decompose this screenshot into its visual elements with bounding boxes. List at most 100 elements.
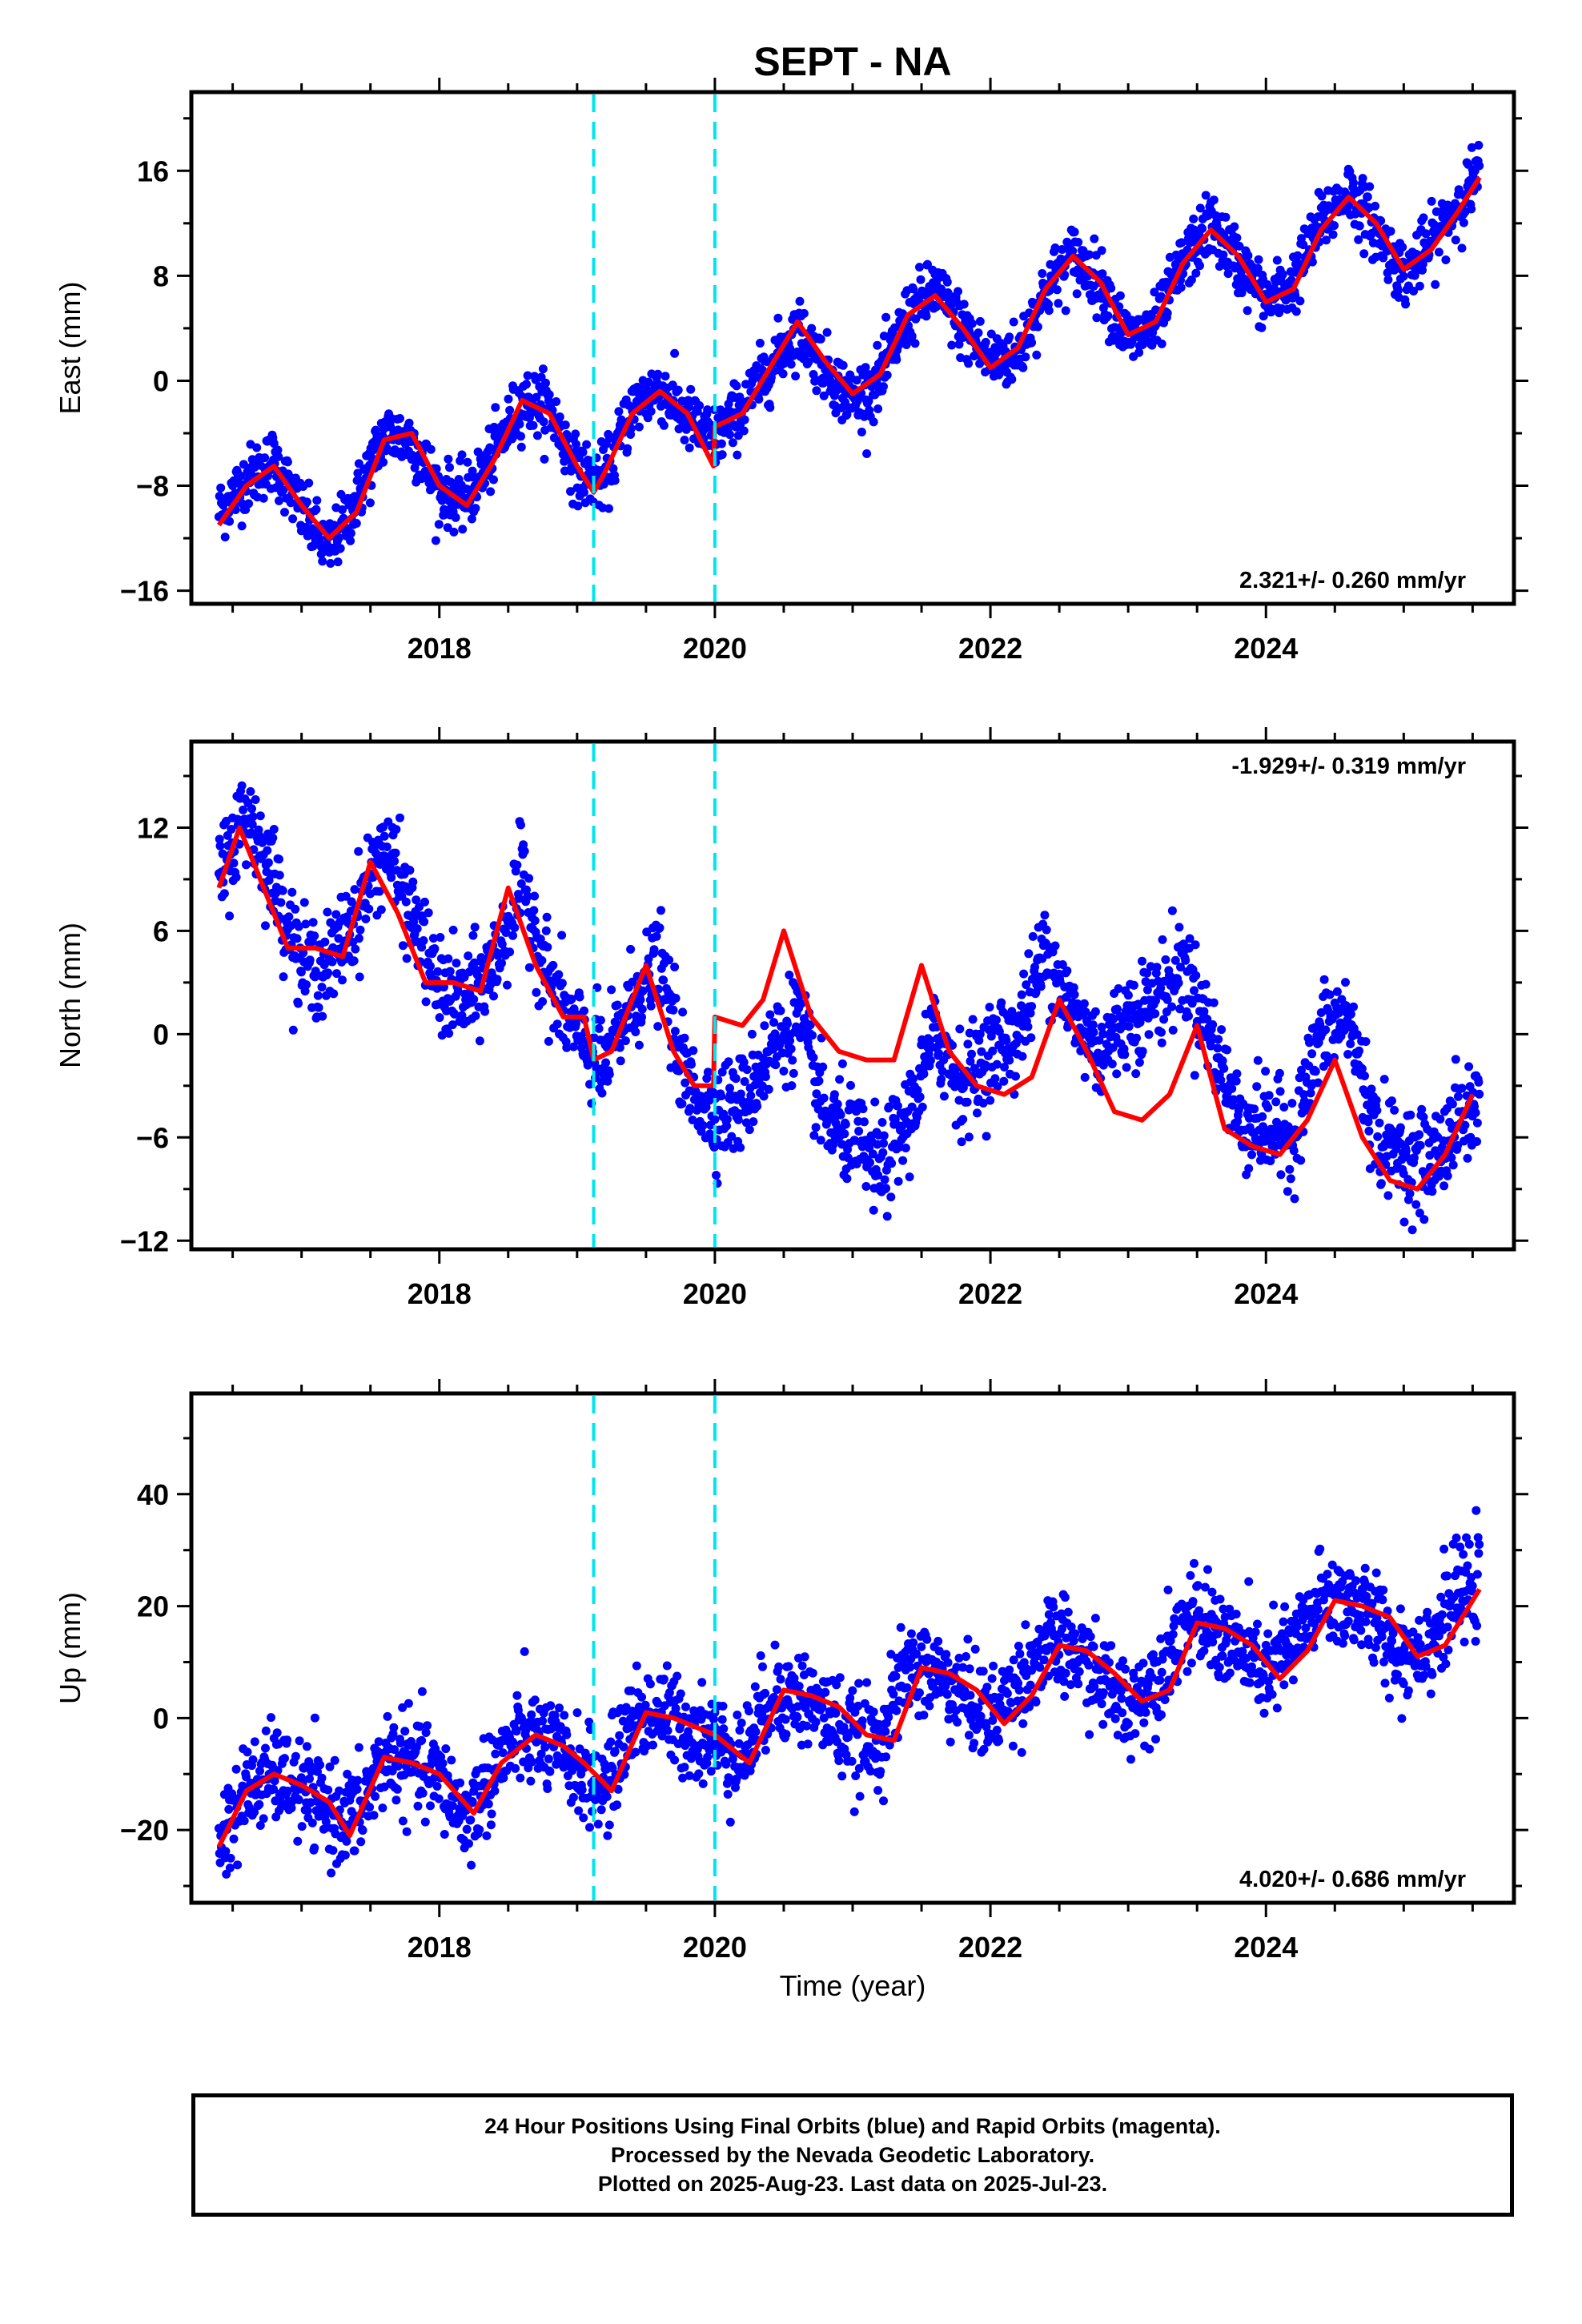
- north-data-point: [1352, 1030, 1362, 1039]
- north-data-point: [1129, 980, 1138, 990]
- east-data-point: [717, 439, 726, 448]
- east-data-point: [523, 371, 532, 380]
- north-data-point: [1252, 1082, 1262, 1092]
- north-data-point: [607, 985, 616, 995]
- north-data-point: [1081, 1007, 1090, 1017]
- east-data-point: [260, 453, 270, 463]
- east-data-point: [1398, 243, 1407, 252]
- north-data-point: [469, 995, 479, 1004]
- north-data-point: [1371, 1096, 1381, 1105]
- up-data-point: [225, 1864, 235, 1872]
- north-data-point: [305, 955, 315, 965]
- north-data-point: [412, 895, 421, 905]
- north-data-point: [391, 825, 401, 834]
- up-data-point: [538, 1716, 548, 1726]
- up-data-point: [482, 1831, 492, 1840]
- north-data-point: [334, 934, 343, 943]
- east-data-point: [852, 376, 861, 385]
- north-data-point: [1040, 911, 1050, 920]
- east-data-point: [907, 332, 917, 341]
- up-data-point: [325, 1762, 335, 1771]
- east-data-point: [1299, 240, 1308, 250]
- north-data-point: [1124, 1022, 1134, 1031]
- north-data-point: [1287, 1099, 1297, 1108]
- north-y-tick-label: −6: [136, 1121, 169, 1154]
- north-data-point: [492, 975, 502, 984]
- north-data-point: [1346, 1009, 1355, 1019]
- north-data-point: [514, 894, 524, 903]
- east-data-point: [816, 334, 825, 344]
- north-data-point: [990, 1074, 1000, 1084]
- north-data-point: [1376, 1179, 1386, 1188]
- north-data-point: [669, 1005, 678, 1015]
- east-data-point: [571, 429, 580, 439]
- north-data-point: [809, 1053, 818, 1063]
- north-data-point: [453, 987, 463, 996]
- east-data-point: [974, 328, 983, 338]
- north-data-point: [997, 998, 1006, 1007]
- north-data-point: [724, 1057, 733, 1067]
- north-data-point: [829, 1090, 839, 1100]
- north-data-point: [1002, 1035, 1011, 1045]
- up-data-point: [585, 1823, 594, 1832]
- north-data-point: [229, 858, 239, 868]
- north-data-point: [819, 1093, 829, 1103]
- up-data-point: [632, 1661, 641, 1671]
- east-data-point: [540, 454, 549, 464]
- north-data-point: [898, 1156, 908, 1165]
- east-data-point: [653, 369, 663, 379]
- up-data-point: [530, 1695, 540, 1705]
- north-data-point: [1062, 966, 1072, 975]
- north-data-point: [881, 1184, 891, 1193]
- north-data-point: [1361, 1037, 1371, 1047]
- east-data-point: [1189, 214, 1199, 223]
- east-data-point: [1150, 287, 1159, 297]
- east-data-point: [467, 514, 476, 524]
- east-data-layer: [214, 140, 1484, 568]
- north-data-point: [420, 917, 429, 927]
- north-data-point: [1184, 1011, 1193, 1021]
- north-data-point: [868, 1149, 877, 1159]
- north-data-point: [1219, 1063, 1229, 1073]
- north-data-point: [1266, 1156, 1275, 1166]
- north-data-point: [1316, 1008, 1326, 1017]
- up-data-point: [343, 1769, 352, 1779]
- up-data-point: [243, 1747, 252, 1757]
- north-data-point: [809, 1131, 819, 1140]
- north-data-point: [457, 1011, 467, 1020]
- east-data-point: [1033, 322, 1042, 332]
- north-data-point: [1321, 1025, 1331, 1035]
- north-data-point: [1132, 1033, 1141, 1043]
- north-data-point: [596, 1015, 605, 1025]
- east-data-point: [1393, 286, 1403, 296]
- north-data-point: [320, 937, 330, 947]
- up-data-point: [342, 1836, 351, 1846]
- north-data-point: [444, 954, 453, 963]
- north-data-point: [646, 1001, 656, 1011]
- north-data-point: [1152, 963, 1162, 972]
- east-data-point: [1235, 241, 1244, 251]
- east-data-point: [1097, 246, 1106, 255]
- east-data-point: [975, 316, 985, 326]
- north-data-point: [861, 1182, 871, 1191]
- east-data-point: [1110, 323, 1119, 332]
- east-data-point: [967, 319, 977, 328]
- up-data-point: [540, 1743, 550, 1752]
- east-data-point: [335, 544, 345, 553]
- north-data-point: [1168, 1025, 1178, 1035]
- north-data-point: [520, 846, 529, 856]
- north-data-point: [1411, 1200, 1421, 1209]
- north-data-point: [970, 1063, 979, 1073]
- north-data-point: [893, 1101, 902, 1111]
- north-data-point: [1383, 1191, 1393, 1200]
- north-data-point: [1372, 1106, 1382, 1116]
- east-data-point: [879, 382, 888, 392]
- north-y-tick-label: −12: [120, 1224, 169, 1257]
- north-data-point: [1415, 1208, 1424, 1218]
- north-data-point: [1253, 1055, 1263, 1065]
- north-data-point: [1208, 1020, 1218, 1029]
- east-data-point: [910, 339, 920, 348]
- north-data-point: [703, 1068, 713, 1077]
- north-data-point: [1305, 1038, 1314, 1047]
- north-data-point: [396, 813, 404, 822]
